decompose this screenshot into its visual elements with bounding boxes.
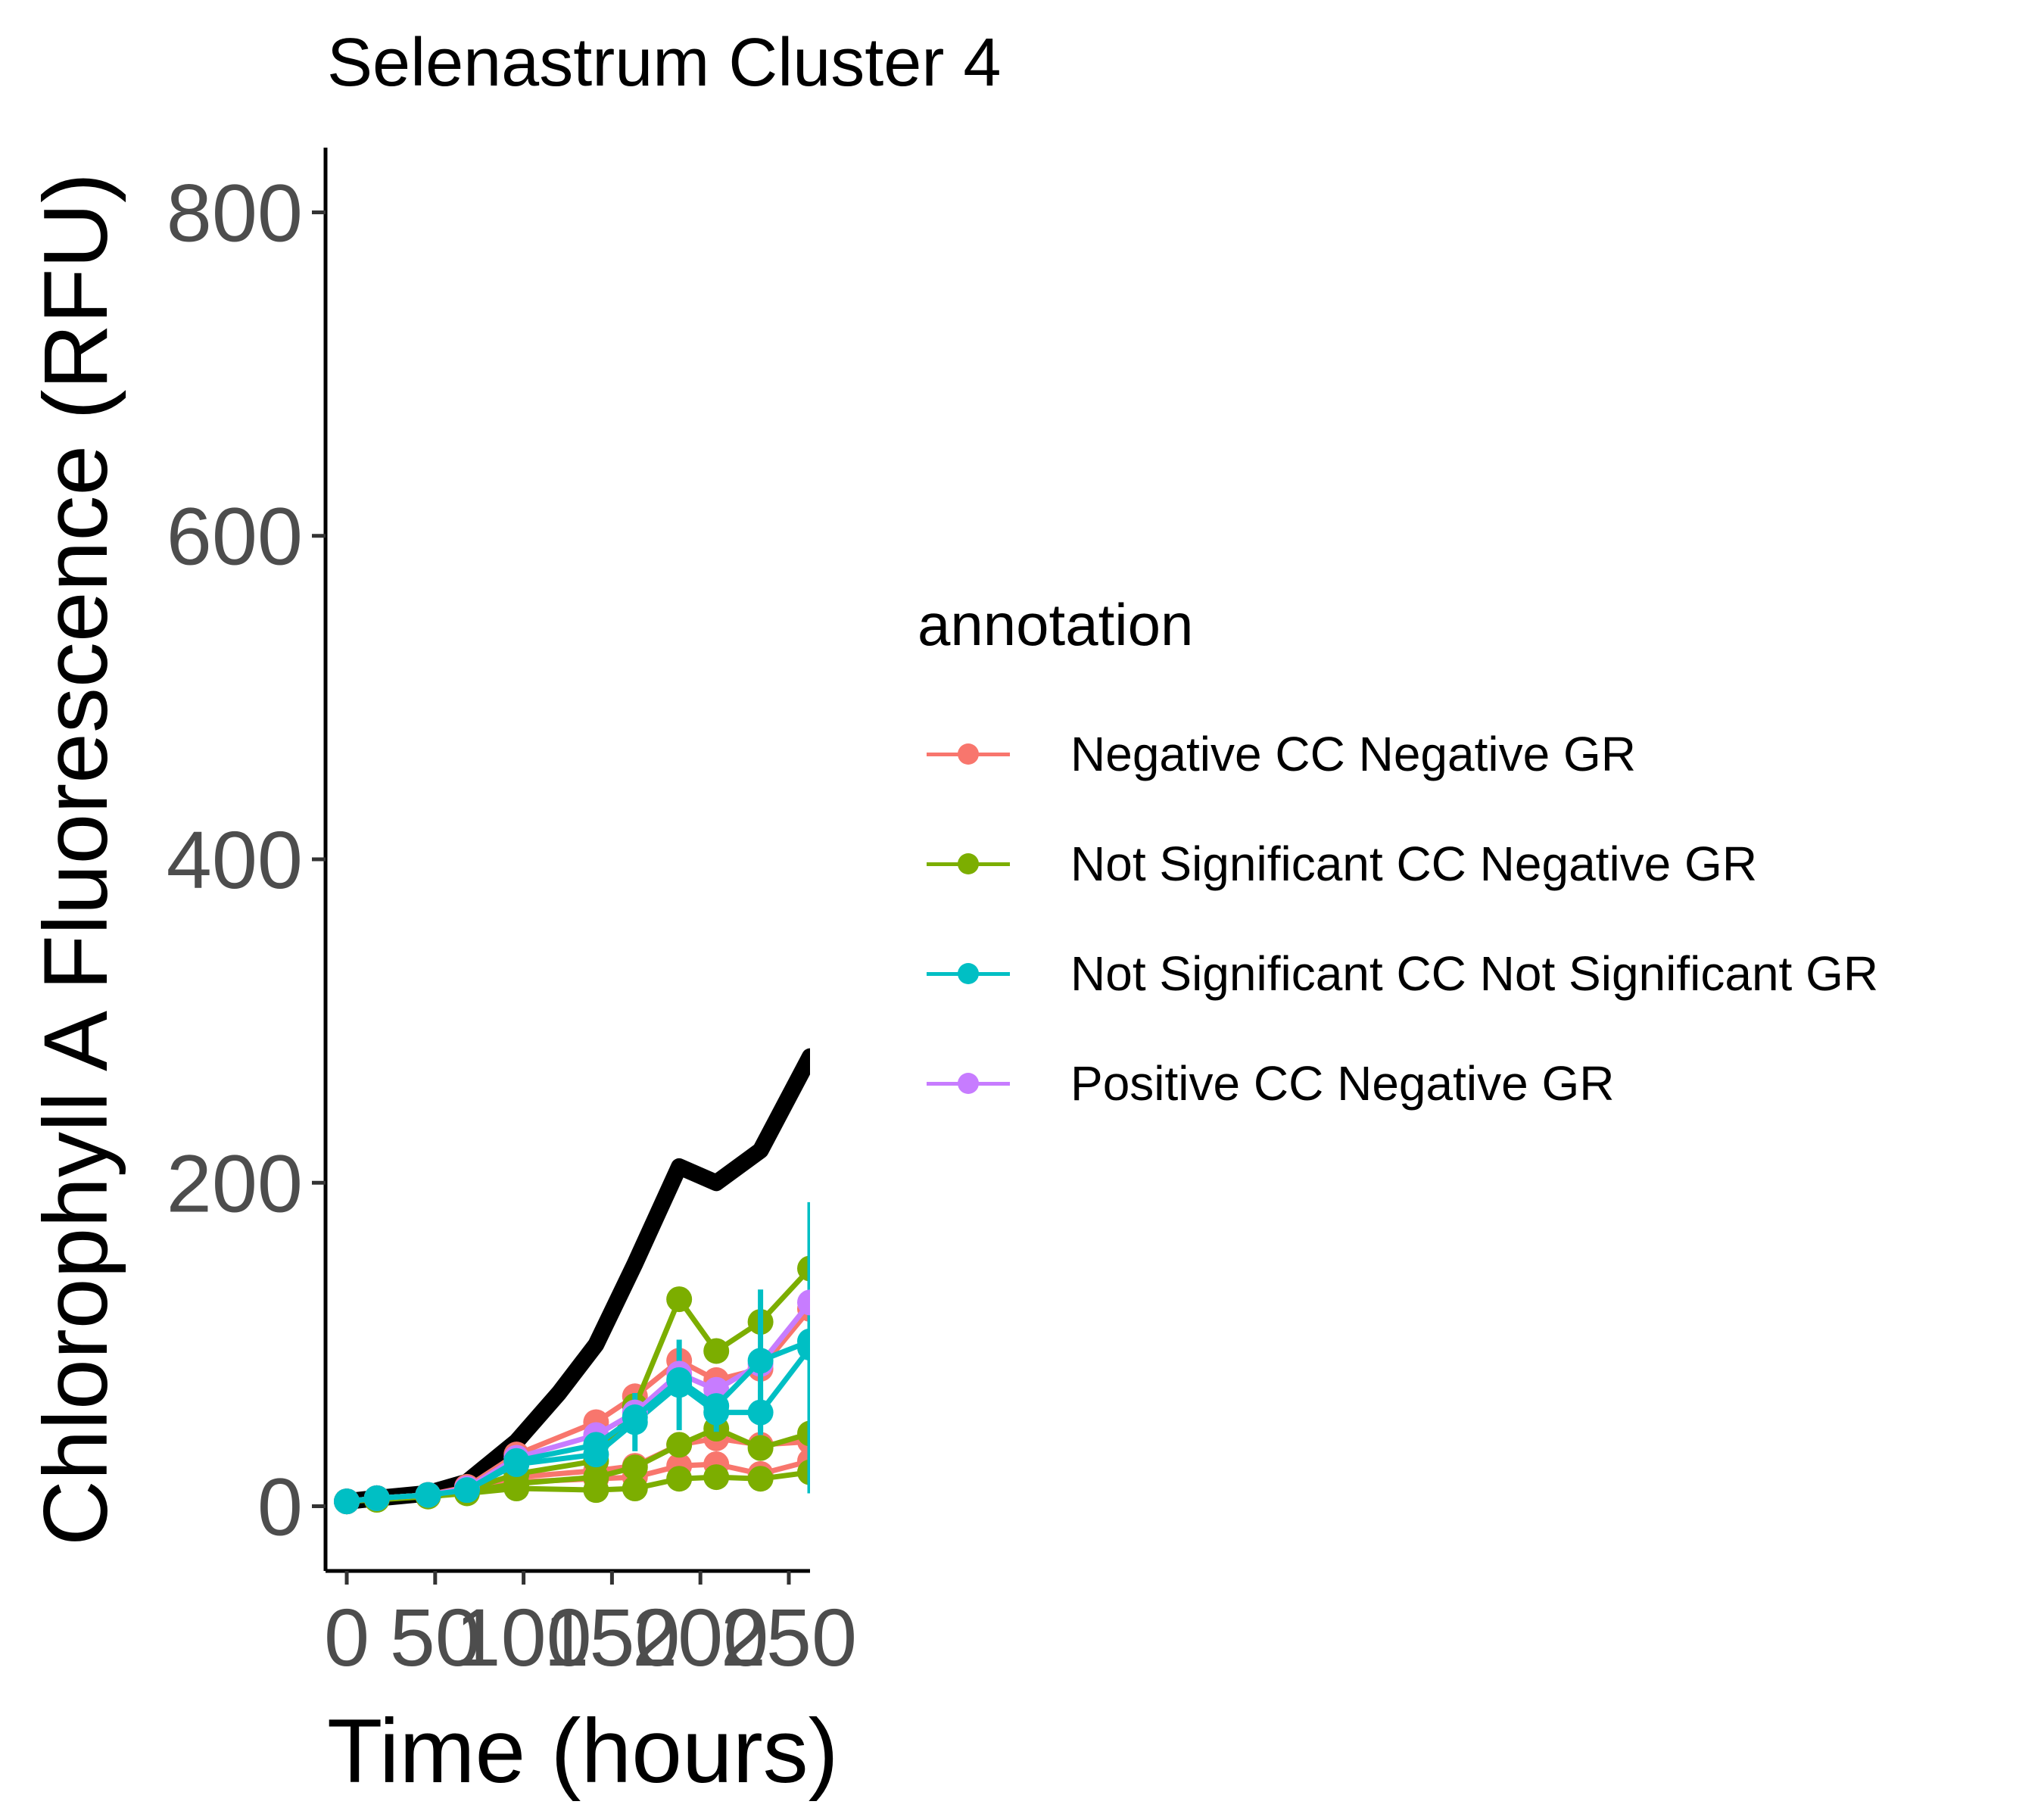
legend-label: Negative CC Negative GR bbox=[1070, 726, 1636, 781]
y-tick-label: 0 bbox=[257, 1461, 303, 1553]
data-point bbox=[503, 1476, 530, 1502]
data-layer bbox=[334, 1048, 810, 1515]
data-point bbox=[622, 1404, 648, 1431]
data-point bbox=[453, 1477, 480, 1504]
legend-key bbox=[927, 958, 1010, 989]
data-point bbox=[583, 1477, 609, 1504]
legend: annotation Negative CC Negative GR Not S… bbox=[918, 591, 1878, 1138]
data-point bbox=[622, 1476, 648, 1502]
legend-item: Negative CC Negative GR bbox=[918, 699, 1878, 809]
x-tick-label: 50 bbox=[390, 1591, 481, 1683]
data-point bbox=[666, 1432, 693, 1458]
legend-key bbox=[927, 849, 1010, 879]
data-point bbox=[747, 1435, 774, 1461]
legend-key bbox=[927, 739, 1010, 769]
x-tick-label: 200 bbox=[632, 1591, 768, 1683]
data-point bbox=[797, 1459, 810, 1485]
x-axis-title: Time (hours) bbox=[327, 1700, 839, 1802]
legend-item: Not Significant CC Not Significant GR bbox=[918, 918, 1878, 1028]
data-point bbox=[747, 1466, 774, 1492]
x-tick-label: 100 bbox=[456, 1591, 592, 1683]
data-point bbox=[363, 1485, 390, 1511]
legend-item: Not Significant CC Negative GR bbox=[918, 809, 1878, 918]
y-tick-label: 600 bbox=[167, 491, 303, 582]
legend-label: Not Significant CC Negative GR bbox=[1070, 836, 1758, 891]
y-axis-title: Chlorophyll A Fluorescence (RFU) bbox=[25, 172, 126, 1546]
legend-title: annotation bbox=[918, 591, 1194, 658]
data-point bbox=[797, 1289, 810, 1316]
data-point bbox=[797, 1255, 810, 1282]
reference-line bbox=[338, 1048, 810, 1510]
legend-key-dot bbox=[958, 1072, 979, 1094]
series-group bbox=[334, 1289, 810, 1515]
chart-title: Selenastrum Cluster 4 bbox=[327, 25, 1002, 101]
data-point bbox=[797, 1420, 810, 1447]
data-point bbox=[797, 1328, 810, 1354]
data-point bbox=[666, 1466, 693, 1492]
legend-key-dot bbox=[958, 962, 979, 984]
data-point bbox=[666, 1286, 693, 1313]
axes bbox=[312, 148, 810, 1585]
data-point bbox=[703, 1464, 730, 1491]
legend-key-dot bbox=[958, 852, 979, 874]
data-point bbox=[334, 1488, 360, 1515]
y-tick-label: 200 bbox=[167, 1137, 303, 1229]
data-point bbox=[583, 1432, 609, 1458]
data-point bbox=[666, 1367, 693, 1393]
legend-key bbox=[927, 1068, 1010, 1099]
data-point bbox=[503, 1448, 530, 1474]
y-tick-label: 800 bbox=[167, 167, 303, 258]
legend-label: Positive CC Negative GR bbox=[1070, 1055, 1615, 1111]
legend-label: Not Significant CC Not Significant GR bbox=[1070, 946, 1879, 1001]
x-tick-label: 0 bbox=[324, 1591, 369, 1683]
data-point bbox=[703, 1393, 730, 1420]
x-tick-label: 250 bbox=[721, 1591, 857, 1683]
x-tick-label: 150 bbox=[544, 1591, 680, 1683]
y-tick-label: 400 bbox=[167, 814, 303, 905]
legend-key-dot bbox=[958, 743, 979, 765]
data-point bbox=[415, 1482, 441, 1508]
legend-item: Positive CC Negative GR bbox=[918, 1028, 1878, 1138]
data-point bbox=[622, 1454, 648, 1481]
data-point bbox=[747, 1348, 774, 1374]
data-point bbox=[703, 1338, 730, 1364]
